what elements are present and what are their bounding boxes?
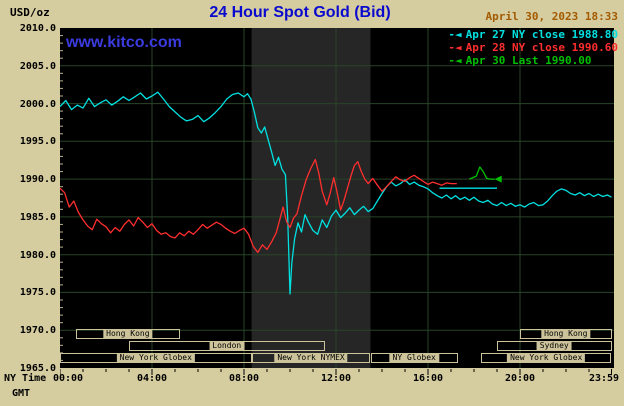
x-axis-label: 23:59 bbox=[588, 373, 620, 384]
chart-timestamp: April 30, 2023 18:33 bbox=[485, 10, 618, 23]
legend-item: -◄ Apr 30 Last 1990.00 bbox=[448, 54, 618, 67]
legend-marker-icon: -◄ bbox=[448, 28, 462, 41]
last-price-marker-icon bbox=[494, 175, 502, 183]
ny-time-label: NY Time bbox=[4, 373, 47, 384]
y-axis-label: 1980.0 bbox=[19, 249, 56, 261]
session-label: Hong Kong bbox=[103, 329, 153, 339]
y-axis-label: 1985.0 bbox=[19, 211, 56, 223]
chart-title: 24 Hour Spot Gold (Bid) bbox=[209, 4, 391, 21]
session-label: Sydney bbox=[536, 341, 572, 351]
legend-marker-icon: -◄ bbox=[448, 54, 462, 67]
x-axis-label: 12:00 bbox=[320, 373, 352, 384]
x-axis-label: 04:00 bbox=[136, 373, 168, 384]
session-label: New York Globex bbox=[507, 353, 586, 363]
session-sydney: Sydney bbox=[497, 341, 612, 351]
nymex-session-band bbox=[251, 28, 371, 368]
y-axis-label: 2010.0 bbox=[19, 23, 56, 34]
legend-label: Apr 30 Last 1990.00 bbox=[465, 54, 592, 67]
gmt-label: GMT bbox=[12, 388, 31, 399]
legend-item: -◄ Apr 27 NY close 1988.80 bbox=[448, 28, 618, 41]
x-axis-label: 20:00 bbox=[504, 373, 536, 384]
series-apr30 bbox=[469, 166, 495, 180]
session-new-york-globex: New York Globex bbox=[60, 353, 252, 363]
market-session-bars: Hong Kong Hong Kong London Sydney New York G… bbox=[60, 329, 612, 367]
y-axis-units-label: USD/oz bbox=[10, 6, 50, 19]
y-axis-label: 1990.0 bbox=[19, 174, 56, 186]
x-axis-label: 00:00 bbox=[52, 373, 84, 384]
session-label: Hong Kong bbox=[541, 329, 591, 339]
session-label: New York Globex bbox=[116, 353, 195, 363]
y-axis-label: 1995.0 bbox=[19, 136, 56, 148]
legend-label: Apr 27 NY close 1988.80 bbox=[465, 28, 618, 41]
y-axis-label: 2000.0 bbox=[19, 98, 56, 110]
legend: -◄ Apr 27 NY close 1988.80 -◄ Apr 28 NY clo… bbox=[448, 28, 618, 67]
session-new-york-globex: New York Globex bbox=[480, 353, 612, 363]
session-label: NY Globex bbox=[389, 353, 439, 363]
legend-marker-icon: -◄ bbox=[448, 41, 462, 54]
session-new-york-nymex: New York NYMEX bbox=[251, 353, 371, 363]
session-label: New York NYMEX bbox=[274, 353, 348, 363]
legend-label: Apr 28 NY close 1990.60 bbox=[465, 41, 618, 54]
legend-item: -◄ Apr 28 NY close 1990.60 bbox=[448, 41, 618, 54]
y-axis-label: 1975.0 bbox=[19, 287, 56, 299]
series-apr27 bbox=[60, 91, 612, 295]
session-hong-kong: Hong Kong bbox=[76, 329, 180, 339]
y-axis-label: 1965.0 bbox=[19, 363, 56, 374]
session-london: London bbox=[129, 341, 325, 351]
x-axis-label: 16:00 bbox=[412, 373, 444, 384]
kitco-website-link[interactable]: www.kitco.com bbox=[66, 34, 182, 51]
plot-area bbox=[60, 28, 614, 375]
session-hong-kong: Hong Kong bbox=[520, 329, 612, 339]
y-axis-label: 1970.0 bbox=[19, 325, 56, 337]
series-apr28 bbox=[60, 158, 457, 254]
session-ny-globex: NY Globex bbox=[370, 353, 458, 363]
x-axis-label: 08:00 bbox=[228, 373, 260, 384]
y-axis-label: 2005.0 bbox=[19, 60, 56, 72]
session-label: London bbox=[209, 341, 245, 351]
